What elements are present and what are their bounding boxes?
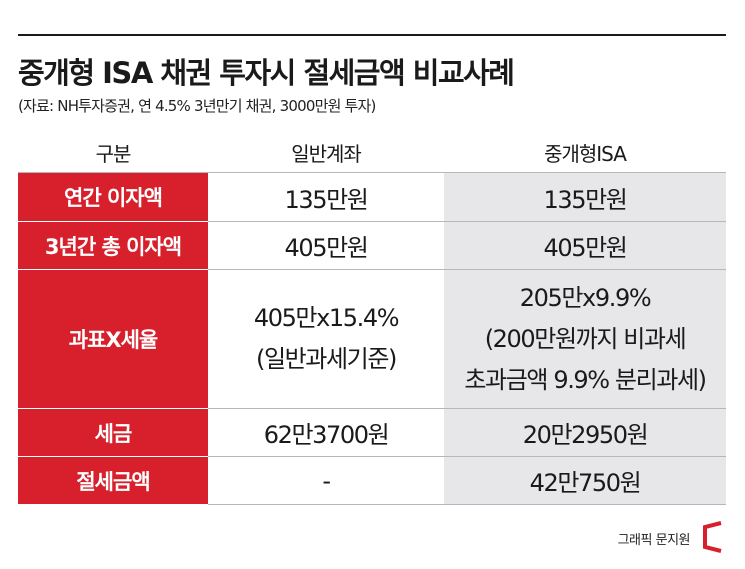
general-value: 135만원 [208,172,444,222]
isa-value-line: (200만원까지 비과세 [484,324,687,353]
table-row: 3년간 총 이자액 405만원 405만원 [18,221,726,270]
page-title: 중개형 ISA 채권 투자시 절세금액 비교사례 [18,56,515,90]
table-row: 절세금액 - 42만750원 [18,456,726,505]
general-value: - [208,456,444,505]
isa-value: 20만2950원 [444,408,726,457]
header-isa-account: 중개형ISA [444,132,726,173]
isa-value: 405만원 [444,221,726,270]
row-label: 세금 [18,408,208,457]
general-value: 405만원 [208,221,444,270]
row-label: 과표X세율 [18,269,208,409]
general-value-line: 405만x15.4% [253,304,400,332]
table-row: 과표X세율 405만x15.4% (일반과세기준) 205만x9.9% (200… [18,269,726,409]
isa-value: 42만750원 [444,456,726,505]
graphic-credit: 그래픽 문지원 [617,533,691,548]
header-general-account: 일반계좌 [208,132,444,173]
header-row: 구분 일반계좌 중개형ISA [18,132,726,173]
red-bracket-logo-icon [703,521,722,553]
row-label: 연간 이자액 [18,172,208,222]
header-category: 구분 [18,132,208,173]
general-value: 405만x15.4% (일반과세기준) [208,269,444,409]
isa-value: 205만x9.9% (200만원까지 비과세 초과금액 9.9% 분리과세) [444,269,726,409]
source-note: (자료: NH투자증권, 연 4.5% 3년만기 채권, 3000만원 투자) [18,97,376,115]
row-label: 3년간 총 이자액 [18,221,208,270]
row-label: 절세금액 [18,456,208,505]
isa-value-line: 205만x9.9% [519,283,652,312]
general-value-line: (일반과세기준) [255,345,397,373]
top-rule [18,34,726,36]
isa-value-line: 초과금액 9.9% 분리과세) [464,365,707,394]
isa-value: 135만원 [444,172,726,222]
table-row: 세금 62만3700원 20만2950원 [18,408,726,457]
table-row: 연간 이자액 135만원 135만원 [18,172,726,222]
general-value: 62만3700원 [208,408,444,457]
comparison-table: 구분 일반계좌 중개형ISA 연간 이자액 135만원 135만원 3년간 총 … [18,132,726,505]
